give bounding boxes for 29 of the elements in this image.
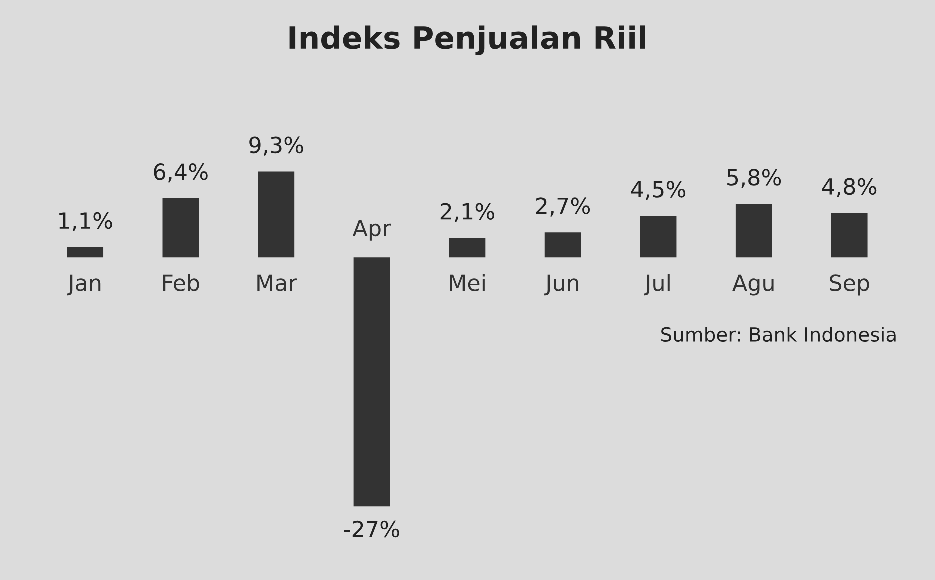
data-label: 9,3% xyxy=(250,136,304,156)
bar xyxy=(640,216,677,258)
bar xyxy=(831,213,868,258)
x-tick-label: Jan xyxy=(67,274,101,296)
x-tick-label: Mar xyxy=(258,274,298,292)
data-label: 1,1% xyxy=(60,212,112,232)
chart-title: Indeks Penjualan Riil xyxy=(290,26,646,56)
bar xyxy=(354,258,390,507)
bar xyxy=(449,238,486,258)
x-tick-label: Sep xyxy=(830,274,870,296)
bar xyxy=(258,172,295,258)
bar xyxy=(67,247,104,258)
data-label: 4,8% xyxy=(822,178,877,198)
data-label: 4,5% xyxy=(631,181,686,200)
bar xyxy=(162,198,200,258)
x-tick-label: Agu xyxy=(732,274,774,296)
data-label: -27% xyxy=(344,520,400,538)
x-tick-label: Apr xyxy=(352,220,392,241)
x-tick-label: Mei xyxy=(450,274,485,292)
x-tick-label: Jun xyxy=(544,274,579,296)
x-tick-label: Feb xyxy=(163,274,200,292)
data-label: 5,8% xyxy=(728,169,782,188)
x-tick-label: Jul xyxy=(644,274,670,296)
data-label: 6,4% xyxy=(154,164,208,183)
bar xyxy=(736,204,772,258)
annotation: Sumber: Bank Indonesia xyxy=(662,326,896,342)
bar xyxy=(544,232,582,258)
data-label: 2,1% xyxy=(440,203,494,222)
data-label: 2,7% xyxy=(536,198,590,217)
